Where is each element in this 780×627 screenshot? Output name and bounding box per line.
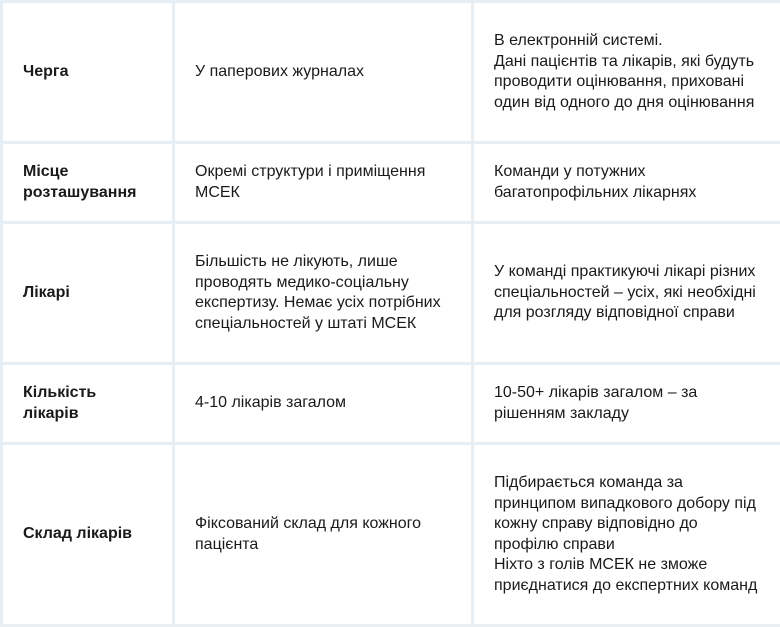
- table-row: Черга У паперових журналах В електронній…: [2, 2, 780, 143]
- table-row: Кількість лікарів 4-10 лікарів загалом 1…: [2, 364, 780, 444]
- row-label: Склад лікарів: [2, 444, 174, 626]
- old-value: 4-10 лікарів загалом: [174, 364, 473, 444]
- old-value: Окремі структури і приміщення МСЕК: [174, 143, 473, 223]
- table-row: Місце розташування Окремі структури і пр…: [2, 143, 780, 223]
- new-value: Команди у потужних багатопрофільних ліка…: [473, 143, 780, 223]
- old-value: Фіксований склад для кожного пацієнта: [174, 444, 473, 626]
- new-value: Підбирається команда за принципом випадк…: [473, 444, 780, 626]
- new-value: У команді практикуючі лікарі різних спец…: [473, 223, 780, 364]
- old-value: Більшість не лікують, лише проводять мед…: [174, 223, 473, 364]
- row-label: Місце розташування: [2, 143, 174, 223]
- new-value: В електронній системі. Дані пацієнтів та…: [473, 2, 780, 143]
- table-row: Склад лікарів Фіксований склад для кожно…: [2, 444, 780, 626]
- row-label: Черга: [2, 2, 174, 143]
- new-value: 10-50+ лікарів загалом – за рішенням зак…: [473, 364, 780, 444]
- table-row: Лікарі Більшість не лікують, лише провод…: [2, 223, 780, 364]
- row-label: Кількість лікарів: [2, 364, 174, 444]
- old-value: У паперових журналах: [174, 2, 473, 143]
- row-label: Лікарі: [2, 223, 174, 364]
